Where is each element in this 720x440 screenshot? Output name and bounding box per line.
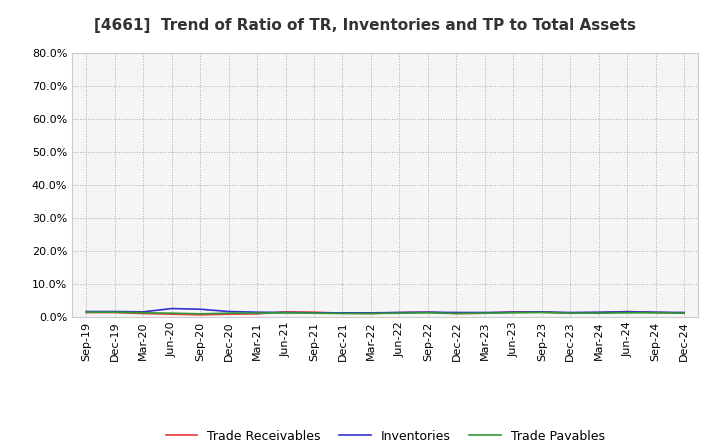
Trade Receivables [310, 309, 318, 315]
Trade Receivables [196, 312, 204, 317]
Trade Receivables [537, 309, 546, 315]
Trade Receivables [225, 312, 233, 317]
Inventories [310, 310, 318, 315]
Trade Receivables [680, 311, 688, 316]
Inventories [566, 310, 575, 315]
Trade Payables [652, 310, 660, 315]
Trade Receivables [366, 311, 375, 316]
Trade Payables [282, 310, 290, 315]
Trade Payables [680, 311, 688, 316]
Trade Payables [537, 310, 546, 315]
Inventories [480, 310, 489, 315]
Inventories [366, 310, 375, 315]
Inventories [225, 309, 233, 314]
Trade Payables [82, 309, 91, 315]
Trade Payables [395, 311, 404, 316]
Line: Inventories: Inventories [86, 308, 684, 313]
Trade Payables [253, 311, 261, 316]
Trade Receivables [452, 311, 461, 316]
Inventories [282, 310, 290, 315]
Trade Payables [139, 310, 148, 315]
Inventories [652, 309, 660, 315]
Line: Trade Receivables: Trade Receivables [86, 312, 684, 315]
Legend: Trade Receivables, Inventories, Trade Payables: Trade Receivables, Inventories, Trade Pa… [161, 425, 610, 440]
Trade Receivables [82, 310, 91, 315]
Inventories [537, 309, 546, 315]
Trade Receivables [423, 309, 432, 315]
Inventories [623, 309, 631, 315]
Trade Payables [196, 311, 204, 316]
Inventories [110, 309, 119, 314]
Trade Receivables [253, 311, 261, 316]
Trade Receivables [509, 309, 518, 315]
Trade Receivables [595, 310, 603, 315]
Inventories [82, 309, 91, 314]
Inventories [196, 307, 204, 312]
Inventories [680, 310, 688, 315]
Trade Payables [480, 311, 489, 316]
Trade Receivables [139, 311, 148, 316]
Inventories [395, 310, 404, 315]
Trade Payables [338, 311, 347, 316]
Trade Payables [110, 309, 119, 315]
Inventories [253, 309, 261, 315]
Inventories [139, 309, 148, 315]
Trade Payables [623, 310, 631, 315]
Trade Receivables [282, 309, 290, 315]
Trade Payables [366, 311, 375, 316]
Trade Payables [595, 311, 603, 316]
Trade Receivables [652, 310, 660, 315]
Trade Receivables [338, 311, 347, 316]
Inventories [595, 309, 603, 315]
Trade Receivables [167, 312, 176, 317]
Trade Receivables [395, 310, 404, 315]
Trade Receivables [110, 310, 119, 315]
Inventories [167, 306, 176, 311]
Line: Trade Payables: Trade Payables [86, 312, 684, 314]
Trade Payables [566, 311, 575, 316]
Inventories [509, 309, 518, 315]
Inventories [423, 309, 432, 315]
Trade Receivables [566, 311, 575, 316]
Trade Payables [423, 310, 432, 315]
Trade Payables [225, 311, 233, 316]
Trade Payables [167, 311, 176, 316]
Trade Payables [310, 311, 318, 316]
Text: [4661]  Trend of Ratio of TR, Inventories and TP to Total Assets: [4661] Trend of Ratio of TR, Inventories… [94, 18, 636, 33]
Trade Receivables [480, 311, 489, 316]
Trade Receivables [623, 309, 631, 314]
Inventories [452, 310, 461, 315]
Trade Payables [509, 310, 518, 315]
Trade Payables [452, 311, 461, 316]
Inventories [338, 310, 347, 315]
